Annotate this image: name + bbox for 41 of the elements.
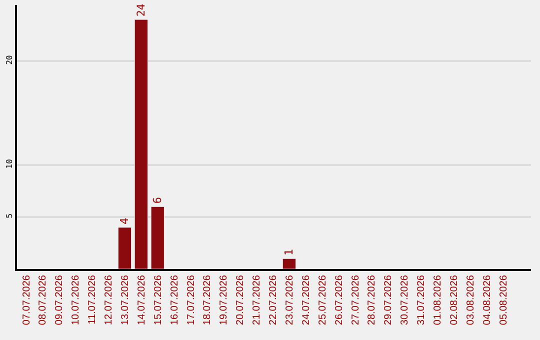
bar [118,227,132,269]
x-tick-label: 24.07.2026 [300,274,312,326]
x-tick-label: 10.07.2026 [70,274,82,326]
data-label: 4 [118,217,132,224]
bar [134,19,148,269]
x-tick-label: 31.07.2026 [416,274,428,326]
x-tick-label: 11.07.2026 [87,274,98,324]
x-tick-label: 27.07.2026 [350,274,362,326]
x-tick-label: 03.08.2026 [465,274,476,326]
x-tick-label: 05.08.2026 [498,274,510,326]
y-tick-label: 10 [4,158,14,169]
x-tick-label: 07.07.2026 [21,274,32,326]
bar [150,206,164,269]
x-tick-label: 16.07.2026 [169,274,180,326]
y-tick-label: 5 [4,213,14,218]
x-tick-label: 15.07.2026 [152,274,164,326]
data-label: 24 [134,4,148,17]
x-tick-label: 18.07.2026 [202,274,214,326]
data-label: 6 [151,197,164,204]
x-tick-label: 30.07.2026 [400,274,411,326]
x-tick-label: 29.07.2026 [383,274,394,326]
x-tick-label: 19.07.2026 [218,274,230,326]
x-tick-label: 26.07.2026 [334,274,345,326]
x-tick-label: 14.07.2026 [136,274,148,326]
x-tick-label: 22.07.2026 [268,274,280,326]
x-tick-label: 08.07.2026 [38,274,49,326]
x-tick-label: 20.07.2026 [235,274,246,326]
x-tick-label: 09.07.2026 [54,274,66,326]
x-tick-label: 17.07.2026 [186,274,197,326]
x-tick-label: 23.07.2026 [284,274,296,326]
x-tick-label: 25.07.2026 [317,274,328,326]
x-tick-label: 13.07.2026 [120,274,131,326]
x-tick-label: 28.07.2026 [366,274,378,326]
x-tick-label: 12.07.2026 [104,274,115,326]
x-tick-label: 01.08.2026 [432,274,444,326]
x-tick-label: 02.08.2026 [448,274,460,326]
y-tick-label: 20 [4,54,14,65]
data-label: 1 [282,248,296,256]
x-tick-label: 21.07.2026 [252,274,263,326]
bar [282,258,296,269]
x-tick-label: 04.08.2026 [482,274,493,326]
